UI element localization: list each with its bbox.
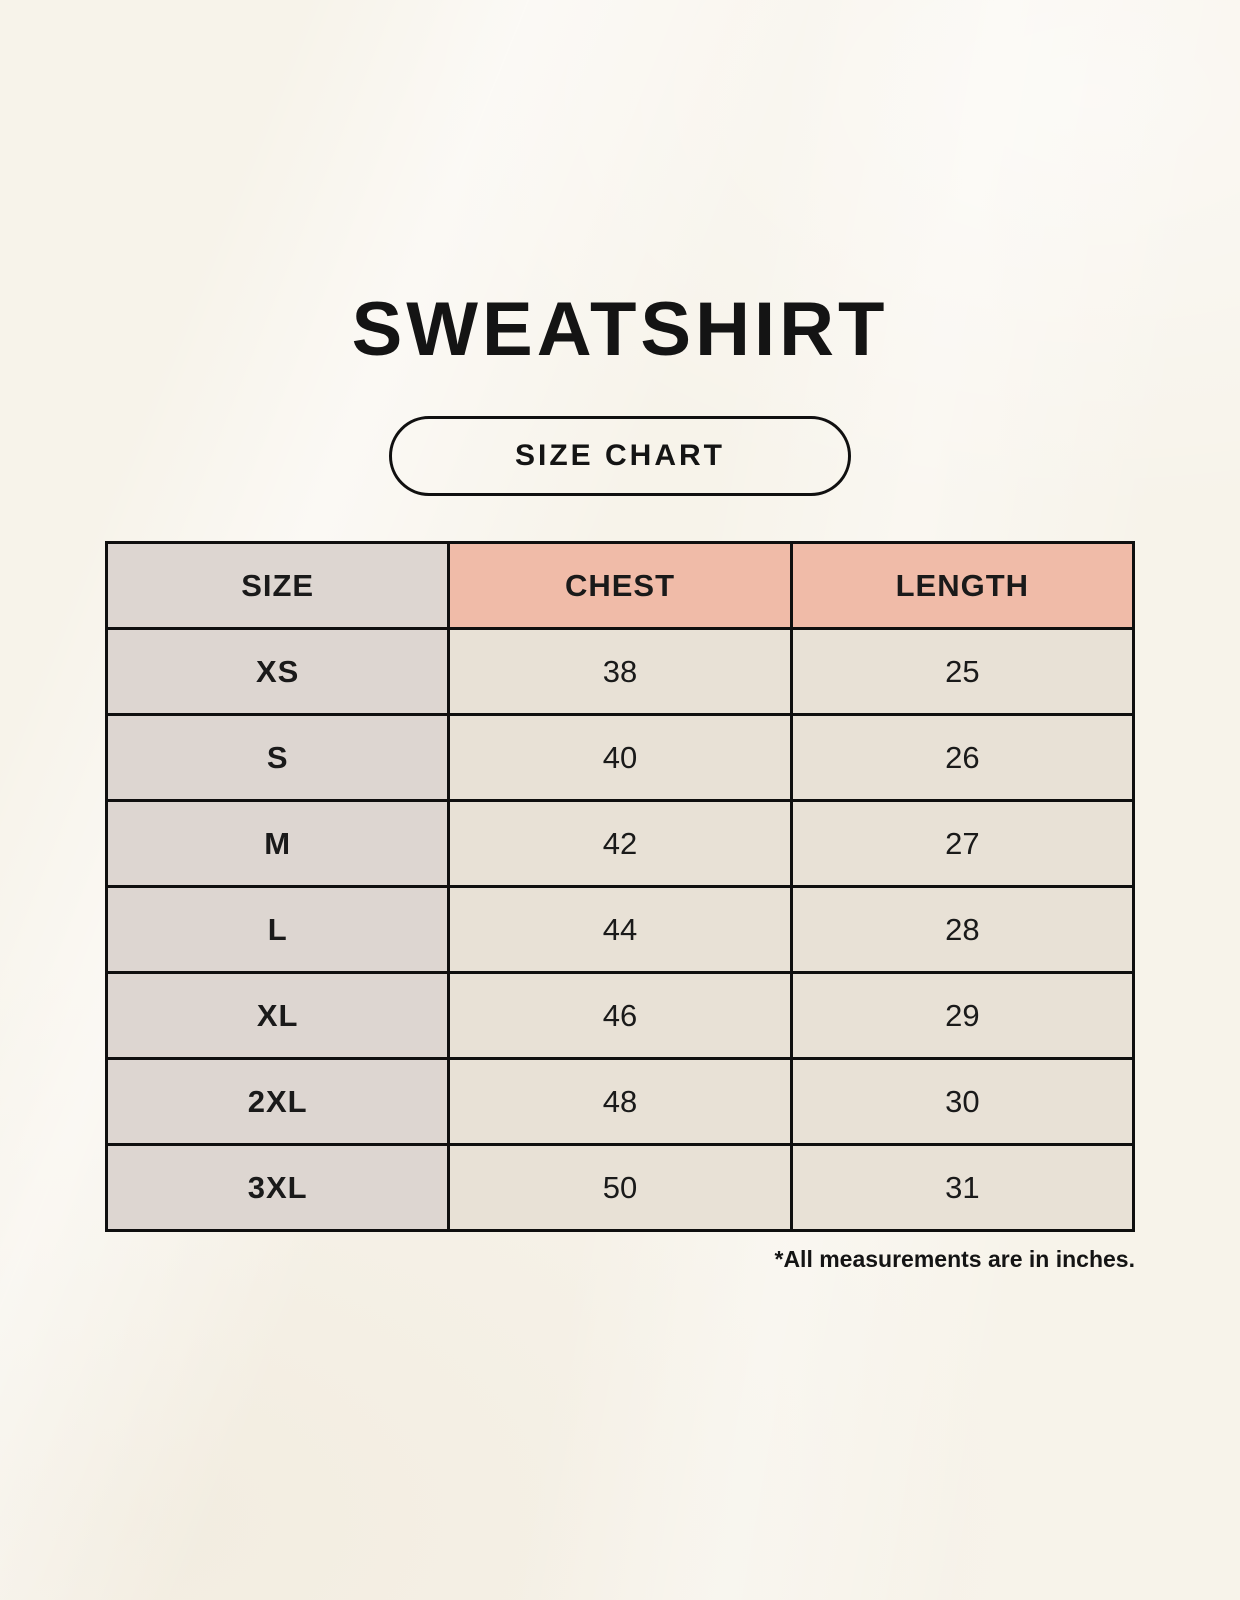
table-row-3xl: 3XL 50 31 xyxy=(104,1143,1136,1232)
length-cell: 25 xyxy=(789,627,1136,716)
length-cell: 30 xyxy=(789,1057,1136,1146)
size-cell: L xyxy=(104,885,451,974)
table-row-l: L 44 28 xyxy=(104,885,1136,974)
size-cell: M xyxy=(104,799,451,888)
chest-cell: 50 xyxy=(447,1143,793,1232)
size-cell: S xyxy=(104,713,451,802)
header-cell-length: LENGTH xyxy=(789,541,1136,630)
page-title: SWEATSHIRT xyxy=(351,287,889,372)
table-row-s: S 40 26 xyxy=(104,713,1136,802)
length-cell: 28 xyxy=(789,885,1136,974)
size-chart-table: SIZE CHEST LENGTH XS 38 25 S 40 26 M 42 … xyxy=(104,541,1136,1232)
table-header-row: SIZE CHEST LENGTH xyxy=(104,541,1136,630)
size-cell: 2XL xyxy=(104,1057,451,1146)
table-row-xs: XS 38 25 xyxy=(104,627,1136,716)
length-cell: 31 xyxy=(789,1143,1136,1232)
length-cell: 26 xyxy=(789,713,1136,802)
size-cell: 3XL xyxy=(104,1143,451,1232)
header-cell-chest: CHEST xyxy=(447,541,793,630)
length-cell: 27 xyxy=(789,799,1136,888)
chest-cell: 42 xyxy=(447,799,793,888)
table-row-xl: XL 46 29 xyxy=(104,971,1136,1060)
chest-cell: 40 xyxy=(447,713,793,802)
chest-cell: 38 xyxy=(447,627,793,716)
table-row-2xl: 2XL 48 30 xyxy=(104,1057,1136,1146)
header-cell-size: SIZE xyxy=(104,541,451,630)
length-cell: 29 xyxy=(789,971,1136,1060)
measurements-footnote: *All measurements are in inches. xyxy=(774,1246,1136,1272)
chest-cell: 48 xyxy=(447,1057,793,1146)
size-cell: XL xyxy=(104,971,451,1060)
table-row-m: M 42 27 xyxy=(104,799,1136,888)
size-chart-badge: SIZE CHART xyxy=(389,416,851,496)
size-chart-badge-label: SIZE CHART xyxy=(515,439,725,472)
size-cell: XS xyxy=(104,627,451,716)
chest-cell: 46 xyxy=(447,971,793,1060)
chest-cell: 44 xyxy=(447,885,793,974)
